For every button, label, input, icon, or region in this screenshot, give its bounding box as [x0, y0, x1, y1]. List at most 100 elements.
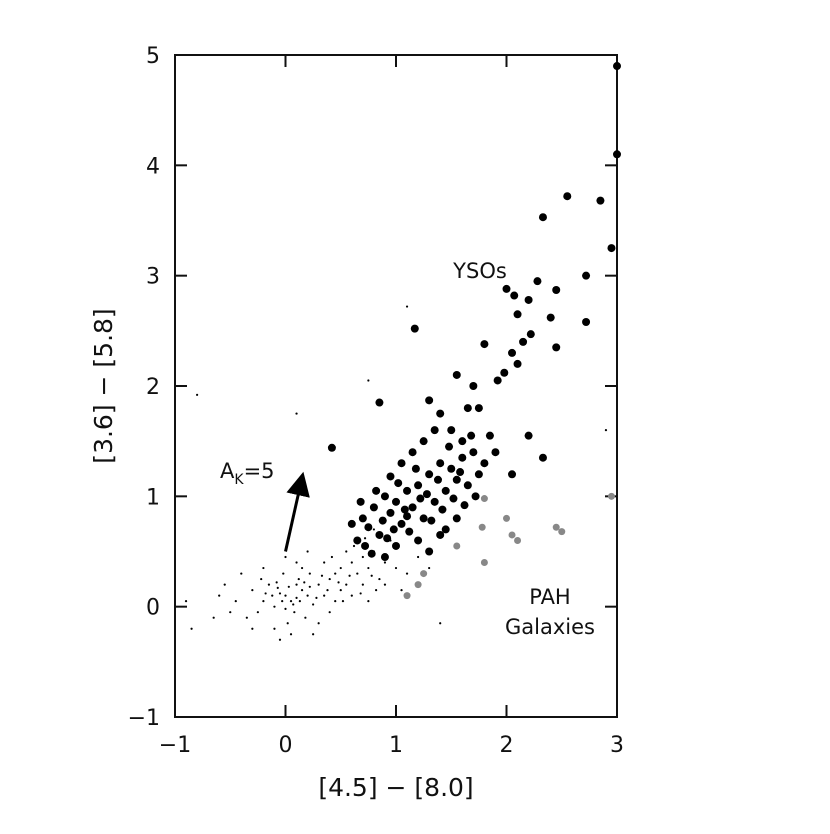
point — [474, 470, 483, 479]
point — [347, 519, 356, 528]
point — [526, 330, 535, 339]
point — [433, 475, 442, 484]
point — [356, 539, 359, 542]
point — [519, 337, 528, 346]
y-axis-label: [3.6] − [5.8] — [89, 308, 118, 463]
point — [245, 616, 248, 619]
point — [510, 291, 519, 300]
point — [358, 514, 367, 523]
point — [493, 376, 502, 385]
x-tick-label: −1 — [159, 733, 191, 758]
point — [363, 537, 367, 540]
point — [378, 577, 381, 581]
point — [508, 531, 516, 539]
point — [513, 359, 522, 368]
point — [411, 464, 420, 473]
point — [218, 594, 221, 597]
point — [275, 581, 278, 584]
x-tick-label: 3 — [610, 733, 624, 758]
point — [491, 448, 500, 457]
point — [430, 497, 439, 506]
point — [281, 600, 284, 603]
point — [323, 594, 326, 597]
point — [282, 572, 285, 575]
point — [513, 310, 522, 319]
point — [284, 555, 287, 559]
point — [452, 370, 461, 379]
point — [308, 572, 311, 575]
point — [558, 528, 566, 536]
point — [408, 448, 417, 457]
y-tick-label: −1 — [128, 706, 160, 731]
point — [582, 271, 591, 280]
point — [287, 585, 290, 588]
point — [514, 536, 522, 544]
point — [234, 600, 237, 603]
point — [306, 550, 309, 553]
point — [300, 589, 304, 592]
point — [273, 605, 276, 608]
point — [394, 566, 398, 570]
point — [414, 481, 423, 490]
point — [546, 313, 555, 322]
point — [361, 555, 364, 559]
point — [327, 443, 336, 452]
point — [405, 527, 414, 536]
point — [190, 627, 193, 630]
point — [284, 594, 287, 597]
point — [184, 600, 188, 603]
point — [469, 382, 478, 390]
point — [478, 523, 486, 531]
point — [380, 492, 389, 501]
yso-label: YSOs — [452, 259, 507, 283]
point — [552, 286, 561, 295]
point — [447, 426, 456, 435]
point — [380, 553, 389, 562]
point — [449, 494, 458, 503]
point — [471, 492, 480, 501]
point — [428, 566, 431, 570]
point — [485, 431, 494, 440]
point — [500, 368, 509, 377]
point — [538, 213, 547, 222]
point — [563, 192, 572, 201]
point — [308, 585, 311, 588]
point — [389, 539, 392, 542]
point — [262, 566, 265, 570]
point — [323, 561, 326, 564]
point — [607, 492, 615, 500]
point — [417, 555, 420, 559]
extinction-arrow — [284, 471, 310, 552]
y-tick-label: 3 — [146, 265, 160, 290]
point — [400, 589, 403, 592]
point — [420, 570, 428, 578]
pah-label: PAH Galaxies — [505, 585, 595, 639]
point — [445, 442, 454, 451]
point — [251, 589, 254, 592]
point — [613, 62, 621, 71]
point — [212, 616, 215, 619]
point — [392, 497, 400, 506]
point — [295, 596, 298, 599]
point — [293, 611, 296, 614]
point — [334, 600, 337, 603]
x-tick-label: 1 — [389, 733, 403, 758]
y-tick-label: 0 — [146, 596, 160, 621]
point — [328, 577, 331, 581]
point — [508, 348, 517, 357]
point — [480, 495, 488, 503]
point — [295, 412, 298, 415]
point — [361, 583, 364, 586]
y-tick-label: 4 — [146, 154, 160, 179]
point — [223, 583, 226, 586]
point — [278, 592, 282, 595]
point — [375, 398, 384, 407]
point — [383, 534, 392, 543]
point — [267, 583, 271, 586]
point — [613, 150, 621, 159]
point — [345, 583, 348, 586]
point — [339, 589, 342, 592]
point — [463, 404, 472, 413]
point — [260, 577, 263, 581]
